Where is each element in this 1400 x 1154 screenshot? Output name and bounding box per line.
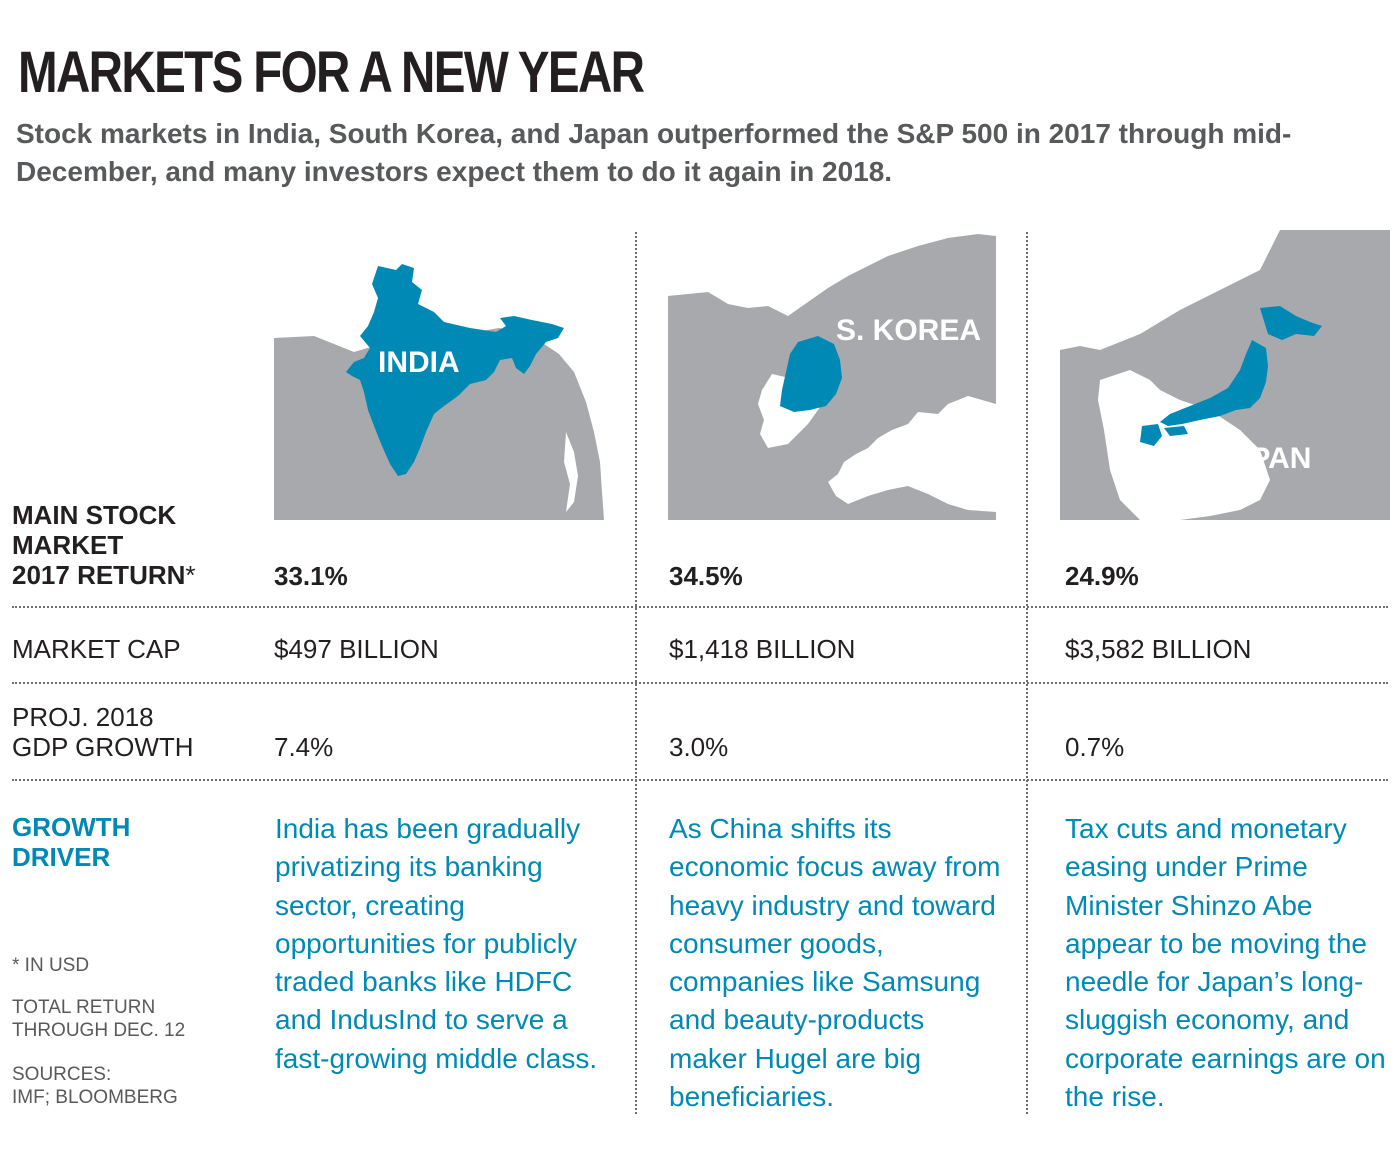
india-shape <box>346 264 564 476</box>
row-label-gdp: PROJ. 2018 GDP GROWTH <box>12 702 194 762</box>
column-divider-2 <box>1026 232 1028 1114</box>
sri-lanka-shape <box>422 474 434 498</box>
note-total-return: TOTAL RETURN THROUGH DEC. 12 <box>12 996 232 1042</box>
map-label-s-korea: S. KOREA <box>836 314 981 347</box>
row-label-return-line2: MARKET <box>12 530 124 560</box>
japan-growth-driver: Tax cuts and monetary easing under Prime… <box>1065 813 1386 1113</box>
row-label-return-text: 2017 RETURN <box>12 560 186 590</box>
sea-gap <box>1098 370 1270 520</box>
india-growth-driver: India has been gradually privatizing its… <box>275 813 598 1074</box>
map-label-india: INDIA <box>378 346 460 379</box>
india-market-cap: $497 BILLION <box>274 634 439 664</box>
kyushu-shape <box>1140 424 1162 446</box>
row-label-return-line1: MAIN STOCK <box>12 500 177 530</box>
footnote-mark: * <box>185 560 196 590</box>
korea-return: 34.5% <box>669 561 743 591</box>
japan-return: 24.9% <box>1065 561 1139 591</box>
korea-growth-driver: As China shifts its economic focus away … <box>669 813 1001 1113</box>
note-total-return-line2: THROUGH DEC. 12 <box>12 1020 186 1041</box>
shikoku-shape <box>1164 426 1188 436</box>
korea-market-cap: $1,418 BILLION <box>669 634 856 664</box>
row-label-market-cap: MARKET CAP <box>12 634 181 664</box>
page-title: MARKETS FOR A NEW YEAR <box>18 40 645 105</box>
row-label-gdp-line2: GDP GROWTH <box>12 732 194 762</box>
hokkaido-shape <box>1260 306 1322 340</box>
note-usd: * IN USD <box>12 955 90 976</box>
japan-market-cap: $3,582 BILLION <box>1065 634 1252 664</box>
row-label-return-line3: 2017 RETURN* <box>12 560 196 590</box>
page-subtitle: Stock markets in India, South Korea, and… <box>16 118 1292 187</box>
india-map: INDIA <box>274 264 604 520</box>
row-label-driver-line1: GROWTH <box>12 812 131 842</box>
row-divider-2 <box>12 682 1388 684</box>
note-total-return-line1: TOTAL RETURN <box>12 997 156 1018</box>
row-label-gdp-line1: PROJ. 2018 <box>12 702 154 732</box>
sea-gap <box>564 432 578 512</box>
row-label-driver: GROWTH DRIVER <box>12 812 212 872</box>
note-sources: SOURCES: IMF; BLOOMBERG <box>12 1063 232 1109</box>
south-korea-shape <box>780 336 842 412</box>
map-label-japan: JAPAN <box>1212 442 1311 475</box>
note-sources-line1: SOURCES: <box>12 1064 112 1085</box>
japan-gdp-growth: 0.7% <box>1065 732 1125 762</box>
japan-map: JAPAN <box>1060 230 1390 520</box>
note-sources-line2: IMF; BLOOMBERG <box>12 1087 178 1108</box>
row-label-driver-line2: DRIVER <box>12 842 111 872</box>
korea-map: S. KOREA <box>668 234 996 520</box>
row-label-return: MAIN STOCK MARKET 2017 RETURN* <box>12 500 196 590</box>
row-divider-1 <box>12 606 1388 608</box>
india-return: 33.1% <box>274 561 348 591</box>
honshu-shape <box>1160 340 1268 426</box>
korea-gdp-growth: 3.0% <box>669 732 729 762</box>
column-divider-1 <box>635 232 637 1114</box>
row-divider-3 <box>12 779 1388 781</box>
india-gdp-growth: 7.4% <box>274 732 334 762</box>
